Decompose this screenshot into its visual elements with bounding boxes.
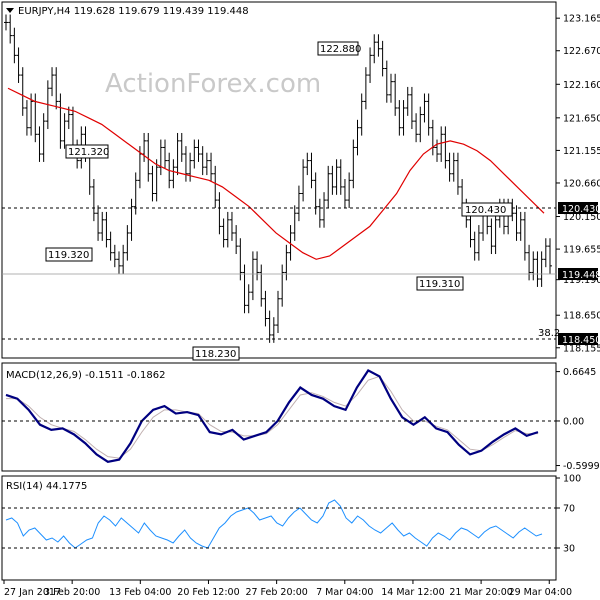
macd-axis: 0.6645 0.00 -0.5999 bbox=[556, 367, 600, 472]
price-tick-label: 121.155 bbox=[563, 146, 600, 157]
rsi-title: RSI(14) 44.1775 bbox=[6, 481, 87, 492]
annotation-118230-text: 118.230 bbox=[195, 349, 236, 360]
triangle-down-icon[interactable] bbox=[6, 8, 14, 13]
svg-text:119.448: 119.448 bbox=[562, 270, 600, 281]
fib-382-label: 38.2 bbox=[538, 328, 560, 339]
svg-text:120.430: 120.430 bbox=[562, 204, 600, 215]
price-tick-label: 123.165 bbox=[563, 14, 600, 25]
rsi-panel-frame bbox=[1, 475, 557, 581]
annotation-121320-text: 121.320 bbox=[68, 147, 109, 158]
price-tick-label: 122.670 bbox=[563, 46, 600, 57]
annotation-119310-text: 119.310 bbox=[419, 279, 460, 290]
moving-average-line bbox=[7, 87, 545, 260]
current-price-label: 119.448 bbox=[558, 268, 600, 281]
macd-signal-line bbox=[6, 375, 538, 459]
annotation-119320-text: 119.320 bbox=[48, 250, 89, 261]
watermark: ActionForex.com bbox=[105, 69, 321, 99]
price-tick-label: 120.150 bbox=[563, 212, 600, 223]
time-tick-label: 7 Mar 04:00 bbox=[316, 587, 373, 598]
annotation-122880: 122.880 bbox=[317, 41, 361, 56]
rsi-series bbox=[5, 499, 543, 549]
annotation-118230: 118.230 bbox=[192, 346, 240, 361]
price-tick-label: 119.190 bbox=[563, 275, 600, 286]
price-axis: 123.165 122.670 122.160 121.650 121.155 120.6… bbox=[556, 14, 600, 354]
macd-line bbox=[5, 369, 539, 463]
time-tick-label: 20 Feb 12:00 bbox=[177, 587, 239, 598]
price-tick-label: 118.650 bbox=[563, 311, 600, 322]
annotation-119310: 119.310 bbox=[416, 276, 464, 291]
time-tick-label: 27 Jan 2017 bbox=[4, 587, 61, 598]
price-tick-label: 118.155 bbox=[563, 343, 600, 354]
rsi-line bbox=[5, 499, 543, 549]
rsi-axis: 100 70 30 bbox=[556, 474, 581, 555]
price-tick-label: 121.650 bbox=[563, 113, 600, 124]
time-tick-label: 29 Mar 04:00 bbox=[509, 587, 572, 598]
level-label-118450: 118.450 bbox=[558, 333, 600, 346]
macd-title: MACD(12,26,9) -0.1511 -0.1862 bbox=[6, 370, 166, 381]
rsi-tick-label: 30 bbox=[563, 544, 575, 555]
price-tick-label: 119.655 bbox=[563, 245, 600, 256]
time-tick-label: 3 Feb 20:00 bbox=[44, 587, 100, 598]
price-tick-label: 122.160 bbox=[563, 80, 600, 91]
level-label-120430: 120.430 bbox=[558, 202, 600, 215]
macd-panel-frame bbox=[1, 362, 557, 472]
price-series bbox=[4, 14, 552, 343]
price-panel-frame bbox=[1, 1, 557, 359]
annotation-121320: 121.320 bbox=[65, 144, 109, 159]
price-tick-label: 120.660 bbox=[563, 178, 600, 189]
annotation-120430-text: 120.430 bbox=[465, 205, 506, 216]
rsi-tick-label: 100 bbox=[563, 474, 581, 485]
chart-header: EURJPY,H4 119.628 119.679 119.439 119.44… bbox=[18, 6, 249, 17]
annotation-119320: 119.320 bbox=[45, 247, 93, 262]
macd-tick-label: -0.5999 bbox=[563, 461, 600, 472]
macd-series bbox=[5, 369, 539, 463]
annotation-122880-text: 122.880 bbox=[320, 44, 361, 55]
macd-tick-label: 0.6645 bbox=[563, 367, 596, 378]
time-tick-label: 27 Feb 20:00 bbox=[245, 587, 307, 598]
svg-text:118.450: 118.450 bbox=[562, 335, 600, 346]
time-tick-label: 14 Mar 12:00 bbox=[381, 587, 444, 598]
time-tick-label: 13 Feb 04:00 bbox=[109, 587, 171, 598]
annotation-120430: 120.430 bbox=[461, 202, 513, 217]
time-tick-label: 21 Mar 20:00 bbox=[449, 587, 512, 598]
macd-tick-label: 0.00 bbox=[563, 416, 584, 427]
rsi-tick-label: 70 bbox=[563, 504, 575, 515]
